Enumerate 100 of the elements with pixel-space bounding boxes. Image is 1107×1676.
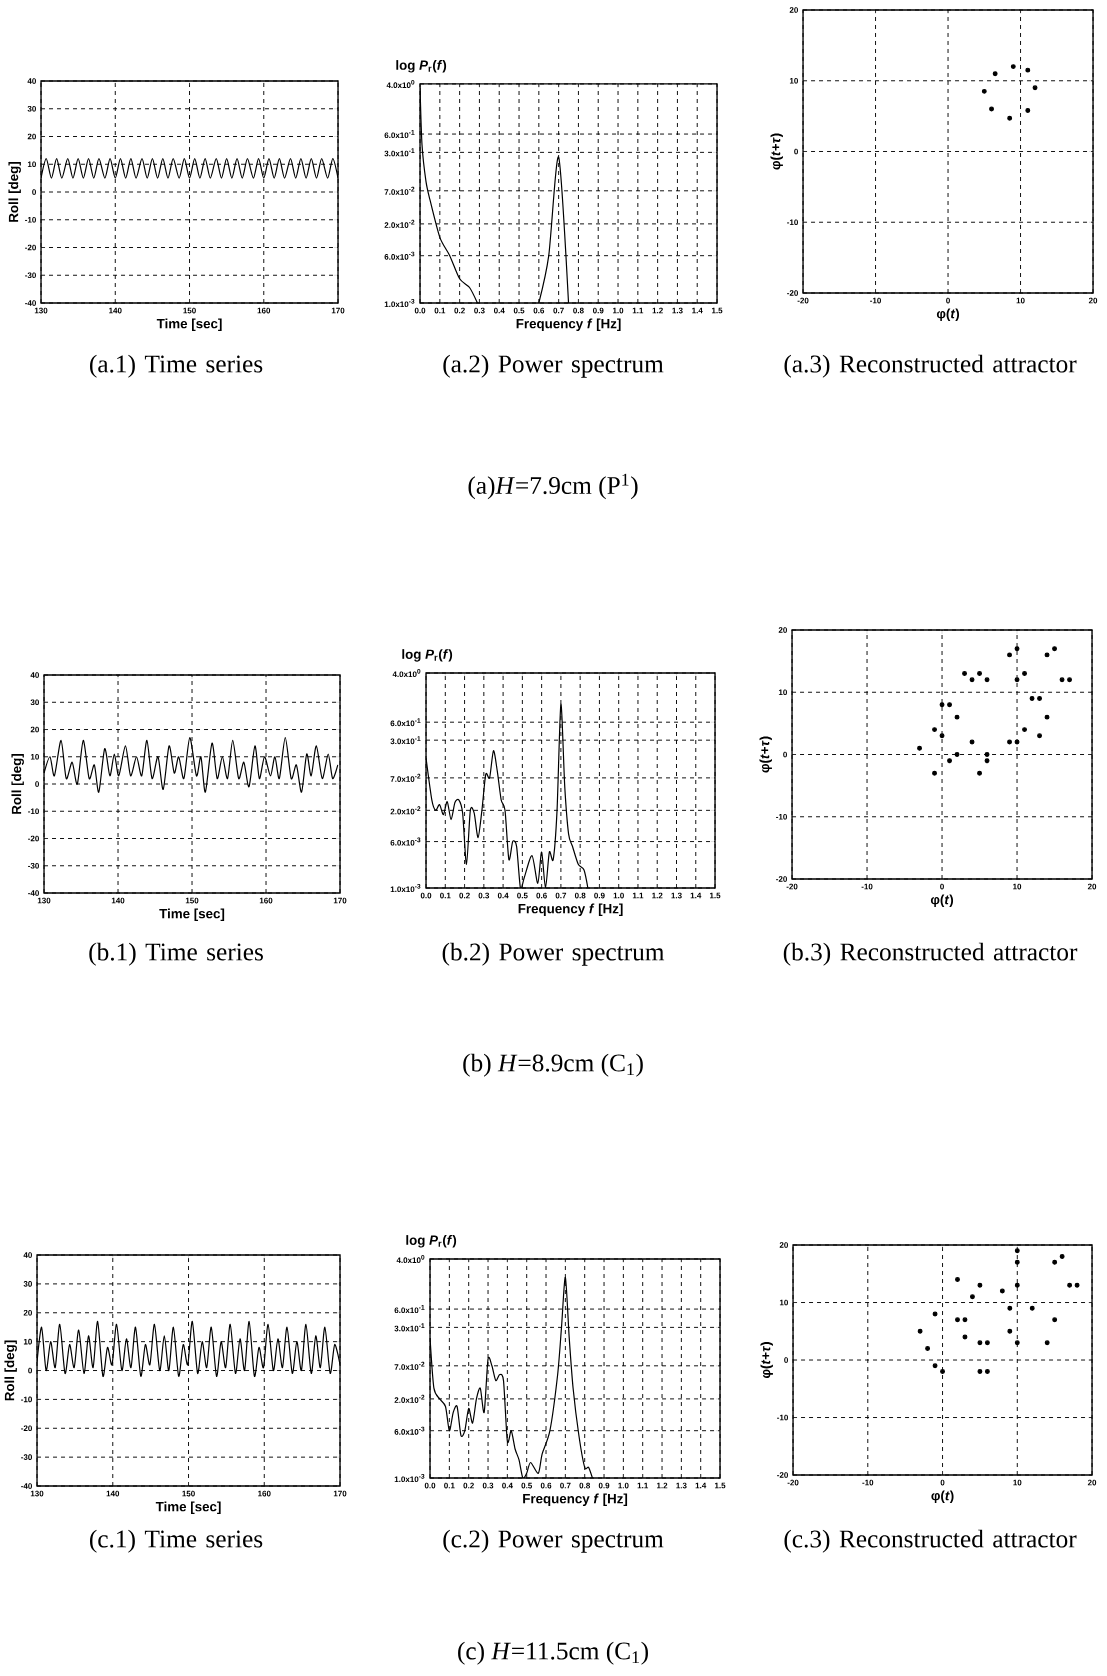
point <box>1052 1317 1058 1323</box>
point <box>977 1282 983 1288</box>
x-tick-label: 170 <box>333 1490 347 1497</box>
x-tick-label: -10 <box>861 883 873 890</box>
point <box>1032 85 1038 91</box>
x-tick-label: 1.1 <box>632 892 644 899</box>
point <box>969 677 975 683</box>
point <box>1007 115 1013 121</box>
point <box>932 727 937 733</box>
x-tick-label: 0.8 <box>579 1482 590 1489</box>
x-tick-label: 170 <box>331 307 345 314</box>
y-tick-label: 20 <box>789 7 798 13</box>
x-axis-title: Time [sec] <box>156 318 222 331</box>
x-tick-label: 1.1 <box>632 307 644 314</box>
point <box>981 88 987 94</box>
point <box>939 733 945 739</box>
x-axis-title: Frequency f [Hz] <box>516 318 621 331</box>
point <box>932 770 937 776</box>
point <box>962 671 967 677</box>
point <box>1014 1248 1020 1254</box>
y-tick-label: -20 <box>776 876 787 882</box>
x-tick-label: 1.0 <box>612 307 624 314</box>
point <box>1067 1282 1073 1288</box>
y-tick-label: 1.0x10$^{-3}$ <box>390 883 421 893</box>
point <box>977 671 982 677</box>
x-tick-label: 0.3 <box>478 892 490 899</box>
y-tick-label: 6.0x10$^{-1}$ <box>394 1305 425 1314</box>
point <box>955 1277 960 1282</box>
x-tick-label: 0.1 <box>444 1482 455 1489</box>
x-tick-label: 0.1 <box>440 892 451 899</box>
y-tick-label: 10 <box>27 161 36 168</box>
x-tick-label: 1.5 <box>709 892 721 899</box>
y-tick-label: -10 <box>776 813 787 820</box>
x-tick-label: 1.2 <box>652 892 663 899</box>
x-tick-label: 0 <box>946 297 950 304</box>
x-tick-label: 20 <box>1087 1479 1097 1486</box>
x-tick-label: 0.0 <box>420 892 432 899</box>
y-tick-label: 4.0x10$^{0}$ <box>392 668 421 678</box>
x-tick-label: 1.4 <box>692 307 703 314</box>
x-tick-label: 140 <box>106 1490 120 1497</box>
x-tick-label: 0.3 <box>474 307 485 314</box>
point <box>947 758 952 764</box>
point <box>917 1328 923 1334</box>
y-tick-label: 4.0x10$^{0}$ <box>396 1254 425 1264</box>
point <box>1014 646 1020 652</box>
x-tick-label: 170 <box>333 897 347 904</box>
y-tick-label: -10 <box>28 808 39 815</box>
point <box>1007 1328 1013 1334</box>
y-tick-label: 7.0x10$^{-2}$ <box>384 186 415 195</box>
x-tick-label: 0.8 <box>574 892 586 899</box>
point <box>962 1317 968 1323</box>
point <box>977 770 982 776</box>
x-tick-label: 0.1 <box>434 307 446 314</box>
point <box>1044 652 1050 658</box>
point <box>1029 696 1035 701</box>
text: (b) H=8.9cm (C$_{1}$) <box>463 1053 643 1077</box>
text: (c.1) Time series <box>89 1529 263 1553</box>
x-tick-label: 0.2 <box>459 892 470 899</box>
text: (a)H=7.9cm (P$^{1}$) <box>468 473 638 500</box>
y-tick-label: -20 <box>787 290 798 296</box>
y-tick-label: 6.0x10$^{-3}$ <box>394 1426 425 1435</box>
x-tick-label: 1.1 <box>637 1482 649 1489</box>
x-tick-label: 0.6 <box>540 1482 552 1489</box>
y-tick-label: 7.0x10$^{-2}$ <box>390 773 421 782</box>
y-tick-label: 30 <box>23 1281 32 1287</box>
x-axis-title: φ(t) <box>930 894 954 907</box>
x-tick-label: 150 <box>182 1490 195 1497</box>
point <box>1059 677 1065 683</box>
point <box>925 1346 931 1351</box>
y-axis-title: log P$_{r}$(f) <box>402 649 453 662</box>
x-tick-label: 0.0 <box>424 1482 436 1489</box>
x-tick-label: 1.2 <box>656 1482 668 1489</box>
x-tick-label: 1.4 <box>690 892 702 899</box>
point <box>1014 1340 1020 1346</box>
x-tick-label: 160 <box>257 307 271 314</box>
point <box>1052 1259 1058 1265</box>
point <box>1074 1282 1080 1288</box>
y-tick-label: 10 <box>779 1299 788 1306</box>
y-tick-label: -30 <box>25 272 36 279</box>
x-tick-label: 150 <box>185 897 199 904</box>
x-tick-label: 0 <box>940 1479 945 1486</box>
y-tick-label: -30 <box>28 862 39 869</box>
x-tick-label: 0.9 <box>594 892 605 899</box>
y-tick-label: 40 <box>27 78 36 84</box>
x-tick-label: 1.3 <box>671 892 682 899</box>
x-tick-label: 0.4 <box>493 307 505 314</box>
point <box>984 677 990 683</box>
point <box>984 1340 990 1346</box>
y-axis-title: log P$_{r}$(f) <box>406 1235 457 1248</box>
x-tick-label: 10 <box>1016 297 1025 304</box>
y-tick-label: 3.0x10$^{-1}$ <box>390 736 421 745</box>
x-tick-label: 1.0 <box>613 892 624 899</box>
point <box>1022 727 1027 733</box>
x-tick-label: 130 <box>34 307 48 314</box>
point <box>1025 108 1031 113</box>
x-tick-label: 1.0 <box>618 1482 629 1489</box>
y-tick-label: 0 <box>32 189 36 195</box>
x-tick-label: 0.5 <box>517 892 528 899</box>
y-tick-label: -40 <box>21 1483 32 1489</box>
point <box>1007 739 1012 745</box>
